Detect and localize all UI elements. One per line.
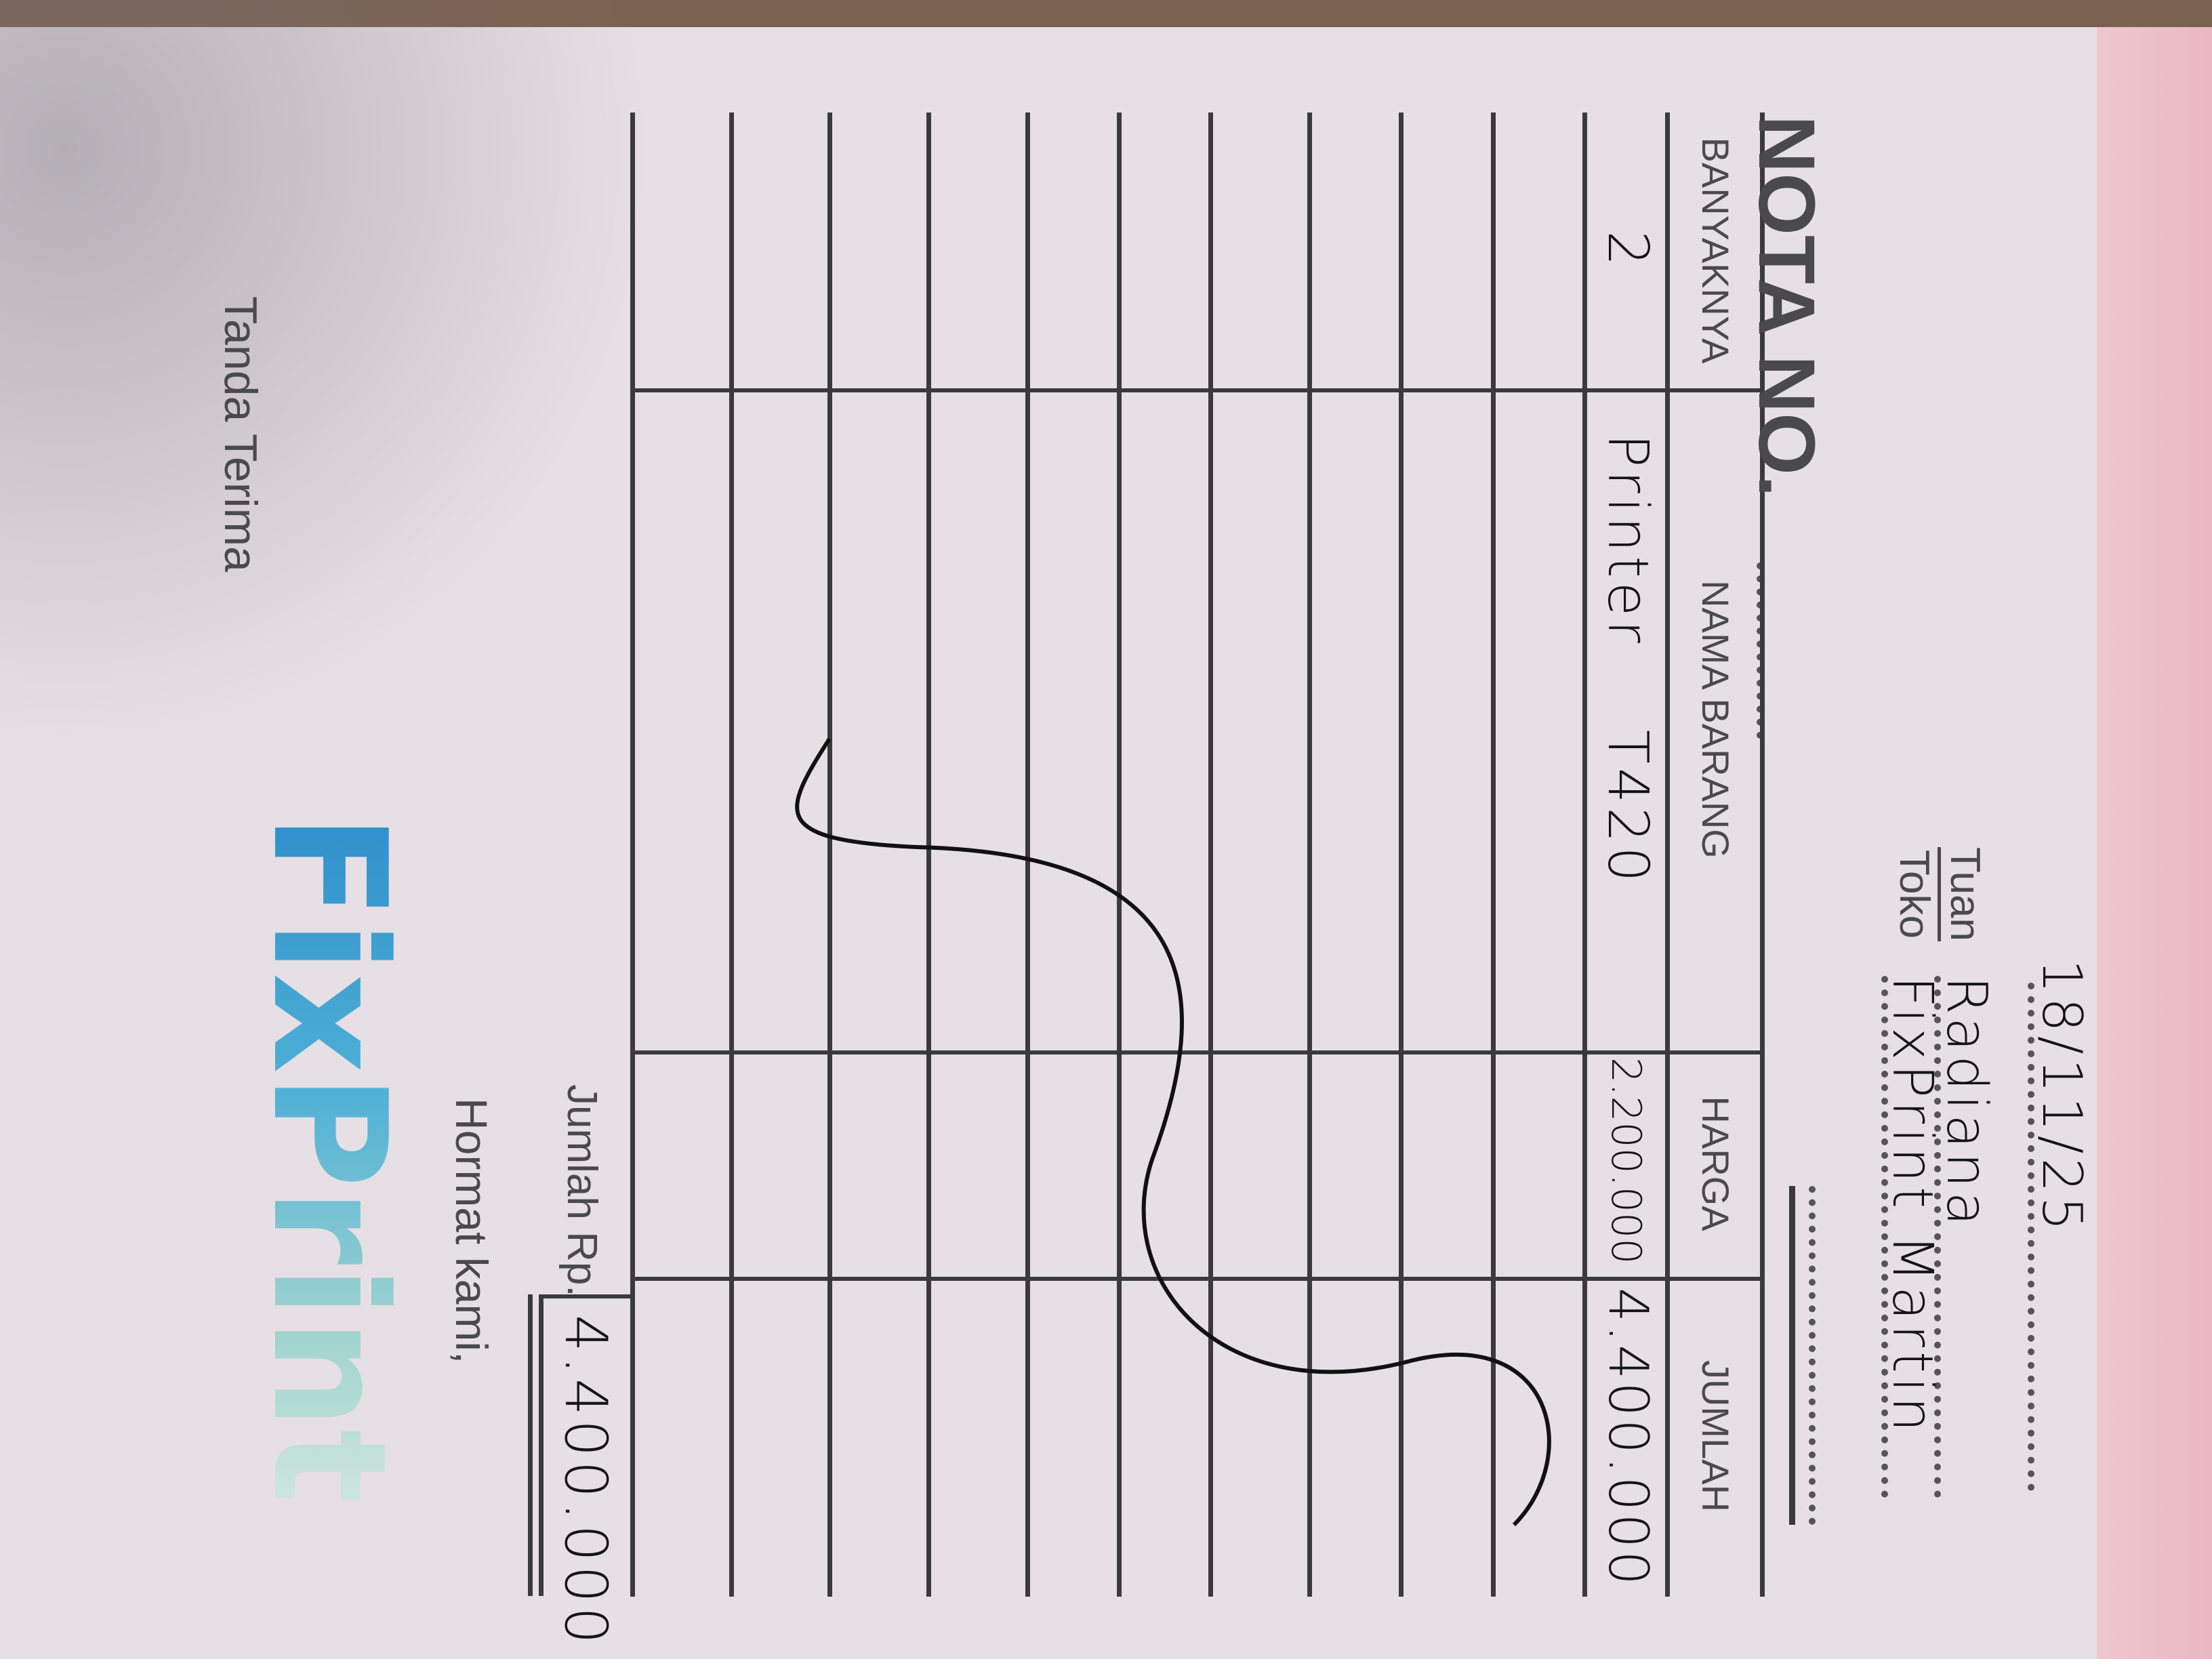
total-value: 4.400.000 (552, 1315, 619, 1648)
table-row-line (1582, 112, 1587, 1597)
total-underline-double (528, 1294, 533, 1596)
nota-no-text: NOTA NO. (1742, 115, 1831, 497)
hormat-kami-label: Hormat kami, (447, 1098, 497, 1364)
row-item: Printer T420 (1595, 434, 1660, 886)
column-header-harga: HARGA (1694, 1096, 1737, 1231)
toko-value: FixPrint Martin (1880, 976, 1944, 1436)
tuan-label: Tuan (1938, 847, 1988, 942)
signature-scribble (795, 737, 1551, 1527)
signature-stroke (795, 737, 1551, 1527)
column-header-banyaknya: BANYAKNYA (1694, 137, 1737, 364)
extra-dotted-line (1809, 1186, 1816, 1525)
date-value: 18/11/25 (2030, 959, 2093, 1235)
tuan-toko-label: Tuan Toko (1890, 847, 1988, 942)
nota-no-label: NOTA NO. (1740, 115, 1832, 497)
toko-label: Toko (1891, 850, 1938, 939)
column-header-nama-barang: NAMA BARANG (1694, 580, 1737, 859)
column-divider (635, 388, 1765, 392)
row-qty: 2 (1595, 230, 1660, 270)
fixprint-logo: FixPrint (238, 813, 419, 1504)
row-jumlah: 4.400.000 (1597, 1288, 1660, 1589)
column-header-jumlah: JUMLAH (1694, 1359, 1737, 1513)
extra-underline (1789, 1186, 1795, 1525)
row-harga: 2.200.000 (1602, 1057, 1650, 1265)
total-underline (539, 1294, 544, 1596)
jumlah-rp-label: Jumlah Rp. (558, 1084, 605, 1297)
shadow (0, 0, 653, 745)
tanda-terima-label: Tanda Terima (215, 296, 266, 572)
table-header-line (1665, 112, 1670, 1597)
next-page-edge (2097, 0, 2212, 1659)
